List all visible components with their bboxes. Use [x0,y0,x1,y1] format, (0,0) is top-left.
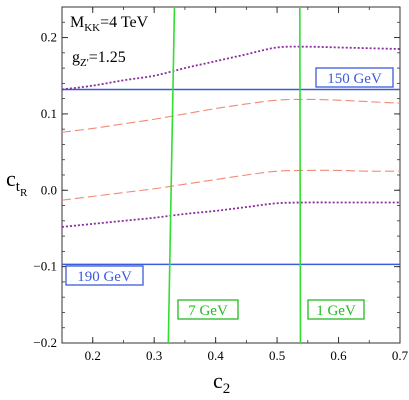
label-150gev-text: 150 GeV [327,71,382,87]
dashed-curve [61,169,401,201]
label-1gev-box [307,299,365,320]
annotation-mkk: MKK=4 TeV [70,14,149,34]
y-tick-label: −0.1 [33,259,57,274]
dotted-curve [61,45,401,91]
label-7gev: 7 GeV [177,299,239,320]
label-7gev-text: 7 GeV [188,303,228,319]
y-tick-label: 0.2 [41,30,57,45]
vertical-line [299,6,302,344]
line-labels: 150 GeV 190 GeV 7 GeV 1 GeV [65,67,394,320]
label-1gev: 1 GeV [307,299,365,320]
x-axis-label: c2 [213,368,230,397]
curves [61,45,401,228]
x-tick-label: 0.6 [330,348,347,363]
vertical-lines [167,6,302,344]
x-tick-label: 0.2 [85,348,101,363]
label-7gev-box [177,299,239,320]
y-tick-label: −0.2 [33,335,57,350]
x-tick-label: 0.3 [146,348,162,363]
y-tick-label: 0.1 [41,106,57,121]
axis-ticks: 0.2 0.3 0.4 0.5 0.6 0.7 −0.2 −0.1 0.0 0.1 0.2 [33,6,409,363]
x-tick-label: 0.5 [269,348,285,363]
label-190gev: 190 GeV [65,265,144,286]
label-190gev-text: 190 GeV [77,269,132,285]
vertical-line [167,6,176,344]
dashed-curve [61,98,401,133]
label-150gev: 150 GeV [315,67,394,88]
label-1gev-text: 1 GeV [316,303,356,319]
y-tick-label: 0.0 [41,182,57,197]
x-tick-label: 0.7 [392,348,409,363]
x-tick-label: 0.4 [208,348,225,363]
label-150gev-box [315,67,394,88]
horizontal-lines [62,88,400,266]
dotted-curve [61,201,400,228]
label-190gev-box [65,265,144,286]
y-axis-label: ctR [6,166,28,199]
annotation-gz: gZ'=1.25 [72,49,126,69]
